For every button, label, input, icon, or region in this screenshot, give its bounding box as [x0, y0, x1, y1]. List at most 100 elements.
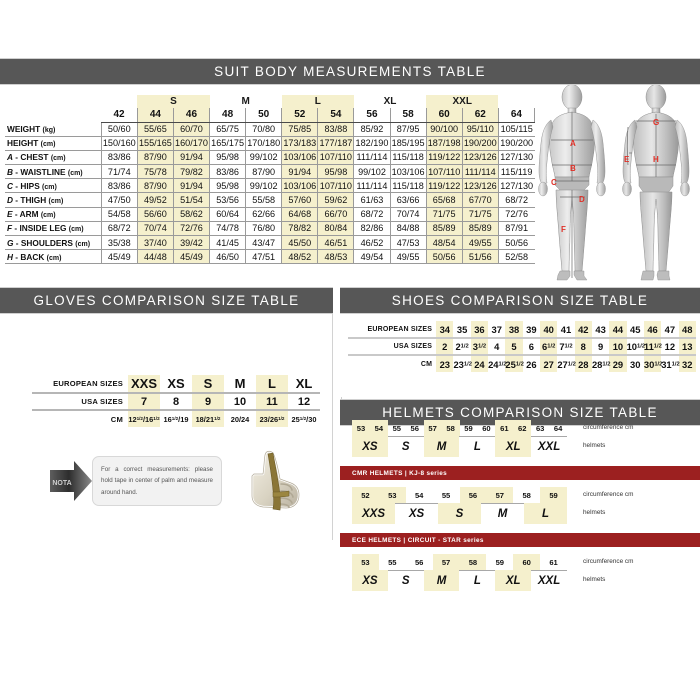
suit-cell: 87/90 [245, 164, 283, 180]
suit-cell: 87/90 [137, 178, 174, 194]
helmet-circumference-note: circumference cm [583, 558, 634, 565]
helmet-size-cell: M [423, 570, 460, 591]
helmet-circumference-cell: 64 [553, 423, 563, 433]
helmet-size-cell: M [423, 436, 460, 457]
shoes-row-label: USA SIZES [348, 338, 437, 356]
shoes-cell: 2 [436, 338, 454, 356]
shoes-cell: 32 [678, 355, 696, 372]
helmet-circumference-cell: 54 [369, 420, 388, 436]
suit-cell: 85/92 [353, 122, 391, 137]
shoes-row-label: CM [420, 360, 433, 368]
gloves-cell: 10 [224, 393, 256, 411]
gloves-cell: 23/261/2 [256, 410, 288, 427]
helmet-size-cell: S [401, 440, 410, 453]
shoes-cell: 41 [557, 321, 575, 339]
suit-cell: 65/75 [209, 122, 247, 137]
gloves-cell: 8 [160, 393, 192, 411]
suit-cell: 45/50 [281, 235, 319, 251]
shoes-usa-sizes: USA SIZES 2 21/2 31/2 4 5 6 61/2 71/2 8 9 10 101/2 11… [348, 338, 696, 356]
suit-cell: 71/75 [462, 207, 499, 222]
suit-size-group-l: L [281, 95, 354, 108]
suit-cell: 57/60 [281, 192, 319, 208]
figure-label-f: F [561, 225, 566, 234]
gloves-cell: XS [160, 375, 192, 394]
suit-cell: 79/82 [173, 164, 211, 180]
helmet-series-strip: ECE HELMETS | CIRCUIT - STAR series [340, 533, 700, 547]
figure-label-c: C [551, 178, 557, 187]
helmet-circumference-note: circumference cm [583, 424, 634, 431]
suit-cell: 170/180 [245, 136, 283, 151]
gloves-cm: CM 121/2/161/2 161/2/19 18/211/2 20/24 23/261… [32, 410, 320, 427]
suit-size-60: 60 [426, 108, 463, 123]
shoes-cell: 71/2 [557, 338, 575, 356]
helmet-circumference-cell: 61 [549, 557, 558, 567]
shoes-cell: 111/2 [643, 338, 662, 356]
suit-size-group-empty [498, 95, 534, 108]
suit-cell: 111/114 [353, 150, 391, 166]
shoes-cell: 6 [522, 338, 540, 356]
helmets-section: HELMETS COMPARISON SIZE TABLE FIA HELMET… [340, 399, 700, 644]
shoes-cell: 301/2 [643, 355, 662, 372]
suit-cell: 103/106 [390, 164, 427, 180]
shoes-section: SHOES COMPARISON SIZE TABLE EUROPEAN SIZ… [340, 287, 700, 397]
suit-cell: 48/53 [317, 249, 355, 265]
suit-cell: 107/110 [426, 164, 463, 180]
helmet-circumference-cell: 56 [414, 557, 424, 567]
shoes-cell: 21/2 [453, 338, 471, 356]
gloves-row-label: CM [110, 414, 123, 424]
helmet-circumference-cell: 59 [495, 557, 505, 567]
mannequin-front [538, 85, 606, 281]
suit-cell: 50/56 [498, 235, 535, 251]
shoes-cell: 31/2 [470, 338, 489, 356]
suit-cell: 55/65 [137, 122, 174, 137]
helmet-size-cell: XL [495, 570, 532, 591]
shoes-cell: 231/2 [453, 358, 472, 370]
suit-cell: 58/62 [173, 207, 211, 222]
gloves-cell: 12 [288, 393, 320, 411]
helmet-circumference-cell: 58 [459, 554, 487, 570]
suit-size-row-label-cell [5, 108, 101, 122]
suit-row-label: B - WAISTLINE (cm) [5, 164, 102, 180]
suit-cell: 84/88 [390, 221, 427, 237]
suit-cell: 80/84 [317, 221, 355, 237]
suit-cell: 103/106 [281, 150, 319, 166]
shoes-cell: 47 [661, 321, 679, 339]
helmet-block: 53 55 56 57 58 59 60 61 circumference cm XS S M L XL X… [340, 547, 700, 600]
suit-size-50: 50 [245, 108, 283, 123]
suit-cell: 111/114 [353, 178, 391, 194]
suit-section-title: SUIT BODY MEASUREMENTS TABLE [0, 58, 700, 85]
suit-cell: 115/119 [498, 164, 535, 180]
suit-cell: 47/51 [245, 249, 283, 265]
suit-cell: 49/55 [390, 249, 427, 265]
helmet-size-cell: L [524, 503, 567, 524]
suit-group-header-row: S M L XL XXL [5, 95, 535, 108]
suit-cell: 70/80 [245, 122, 283, 137]
suit-cell: 115/118 [390, 178, 427, 194]
helmet-circumference-cell: 57 [432, 554, 460, 570]
table-row: WEIGHT (kg) 50/60 55/65 60/70 65/75 70/80 75/8… [5, 122, 535, 137]
gloves-cell: XL [288, 375, 320, 394]
suit-cell: 95/98 [317, 164, 355, 180]
gloves-usa-sizes: USA SIZES 7 8 9 10 11 12 [32, 393, 320, 411]
helmet-circumference-cell: 62 [513, 420, 532, 436]
helmet-circumference-cell: 55 [388, 557, 397, 567]
suit-cell: 187/198 [426, 136, 463, 151]
suit-cell: 43/47 [245, 235, 283, 251]
nota-label: NOTA [52, 480, 71, 487]
shoes-cell: 42 [574, 321, 592, 339]
helmet-size-cell: L [473, 440, 481, 453]
suit-row-label: WEIGHT (kg) [5, 122, 102, 137]
shoes-cell: 13 [678, 338, 696, 356]
gloves-cell: 18/211/2 [192, 410, 224, 427]
suit-cell: 75/78 [137, 164, 174, 180]
shoes-cell: 28 [574, 355, 592, 372]
suit-cell: 165/175 [209, 136, 247, 151]
gloves-cell: 121/2/161/2 [128, 410, 160, 427]
helmet-row-rule [352, 570, 567, 571]
shoes-cell: 24 [470, 355, 489, 372]
suit-cell: 85/89 [462, 221, 499, 237]
helmet-helmets-note: helmets [583, 509, 606, 516]
gloves-cell: 161/2/19 [163, 414, 189, 424]
